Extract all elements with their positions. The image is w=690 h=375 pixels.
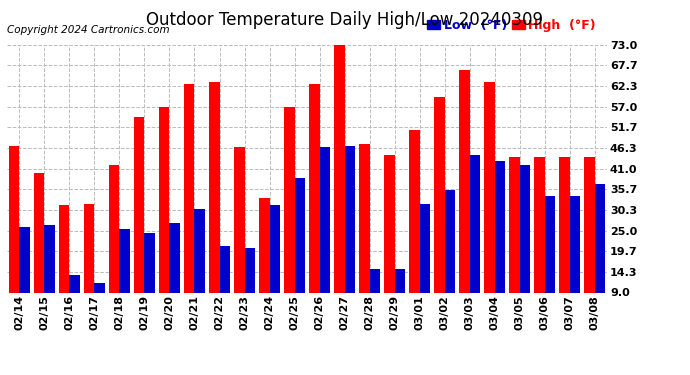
Bar [259,198,270,292]
Bar [459,70,470,292]
Bar [184,84,195,292]
Bar [295,178,305,292]
Bar [334,43,344,292]
Bar [319,147,330,292]
Bar [19,227,30,292]
Bar [59,206,70,292]
Bar [395,269,405,292]
Bar [309,84,319,292]
Bar [270,206,280,292]
Bar [119,229,130,292]
Bar [209,82,219,292]
Bar [170,223,180,292]
Bar [595,184,605,292]
Bar [370,269,380,292]
Bar [534,157,544,292]
Bar [470,155,480,292]
Bar [509,157,520,292]
Bar [570,196,580,292]
Bar [159,107,170,292]
Bar [495,161,505,292]
Bar [544,196,555,292]
Bar [284,107,295,292]
Legend: Low  (°F), High  (°F): Low (°F), High (°F) [422,14,601,37]
Bar [34,172,44,292]
Bar [359,144,370,292]
Bar [484,82,495,292]
Text: Copyright 2024 Cartronics.com: Copyright 2024 Cartronics.com [7,25,170,35]
Bar [9,146,19,292]
Bar [520,165,530,292]
Text: Outdoor Temperature Daily High/Low 20240309: Outdoor Temperature Daily High/Low 20240… [146,11,544,29]
Bar [344,146,355,292]
Bar [434,97,444,292]
Bar [559,157,570,292]
Bar [144,232,155,292]
Bar [234,147,244,292]
Bar [420,204,430,292]
Bar [95,283,105,292]
Bar [444,190,455,292]
Bar [84,204,95,292]
Bar [195,209,205,292]
Bar [134,117,144,292]
Bar [584,157,595,292]
Bar [384,155,395,292]
Bar [70,275,80,292]
Bar [44,225,55,292]
Bar [244,248,255,292]
Bar [109,165,119,292]
Bar [219,246,230,292]
Bar [409,130,420,292]
